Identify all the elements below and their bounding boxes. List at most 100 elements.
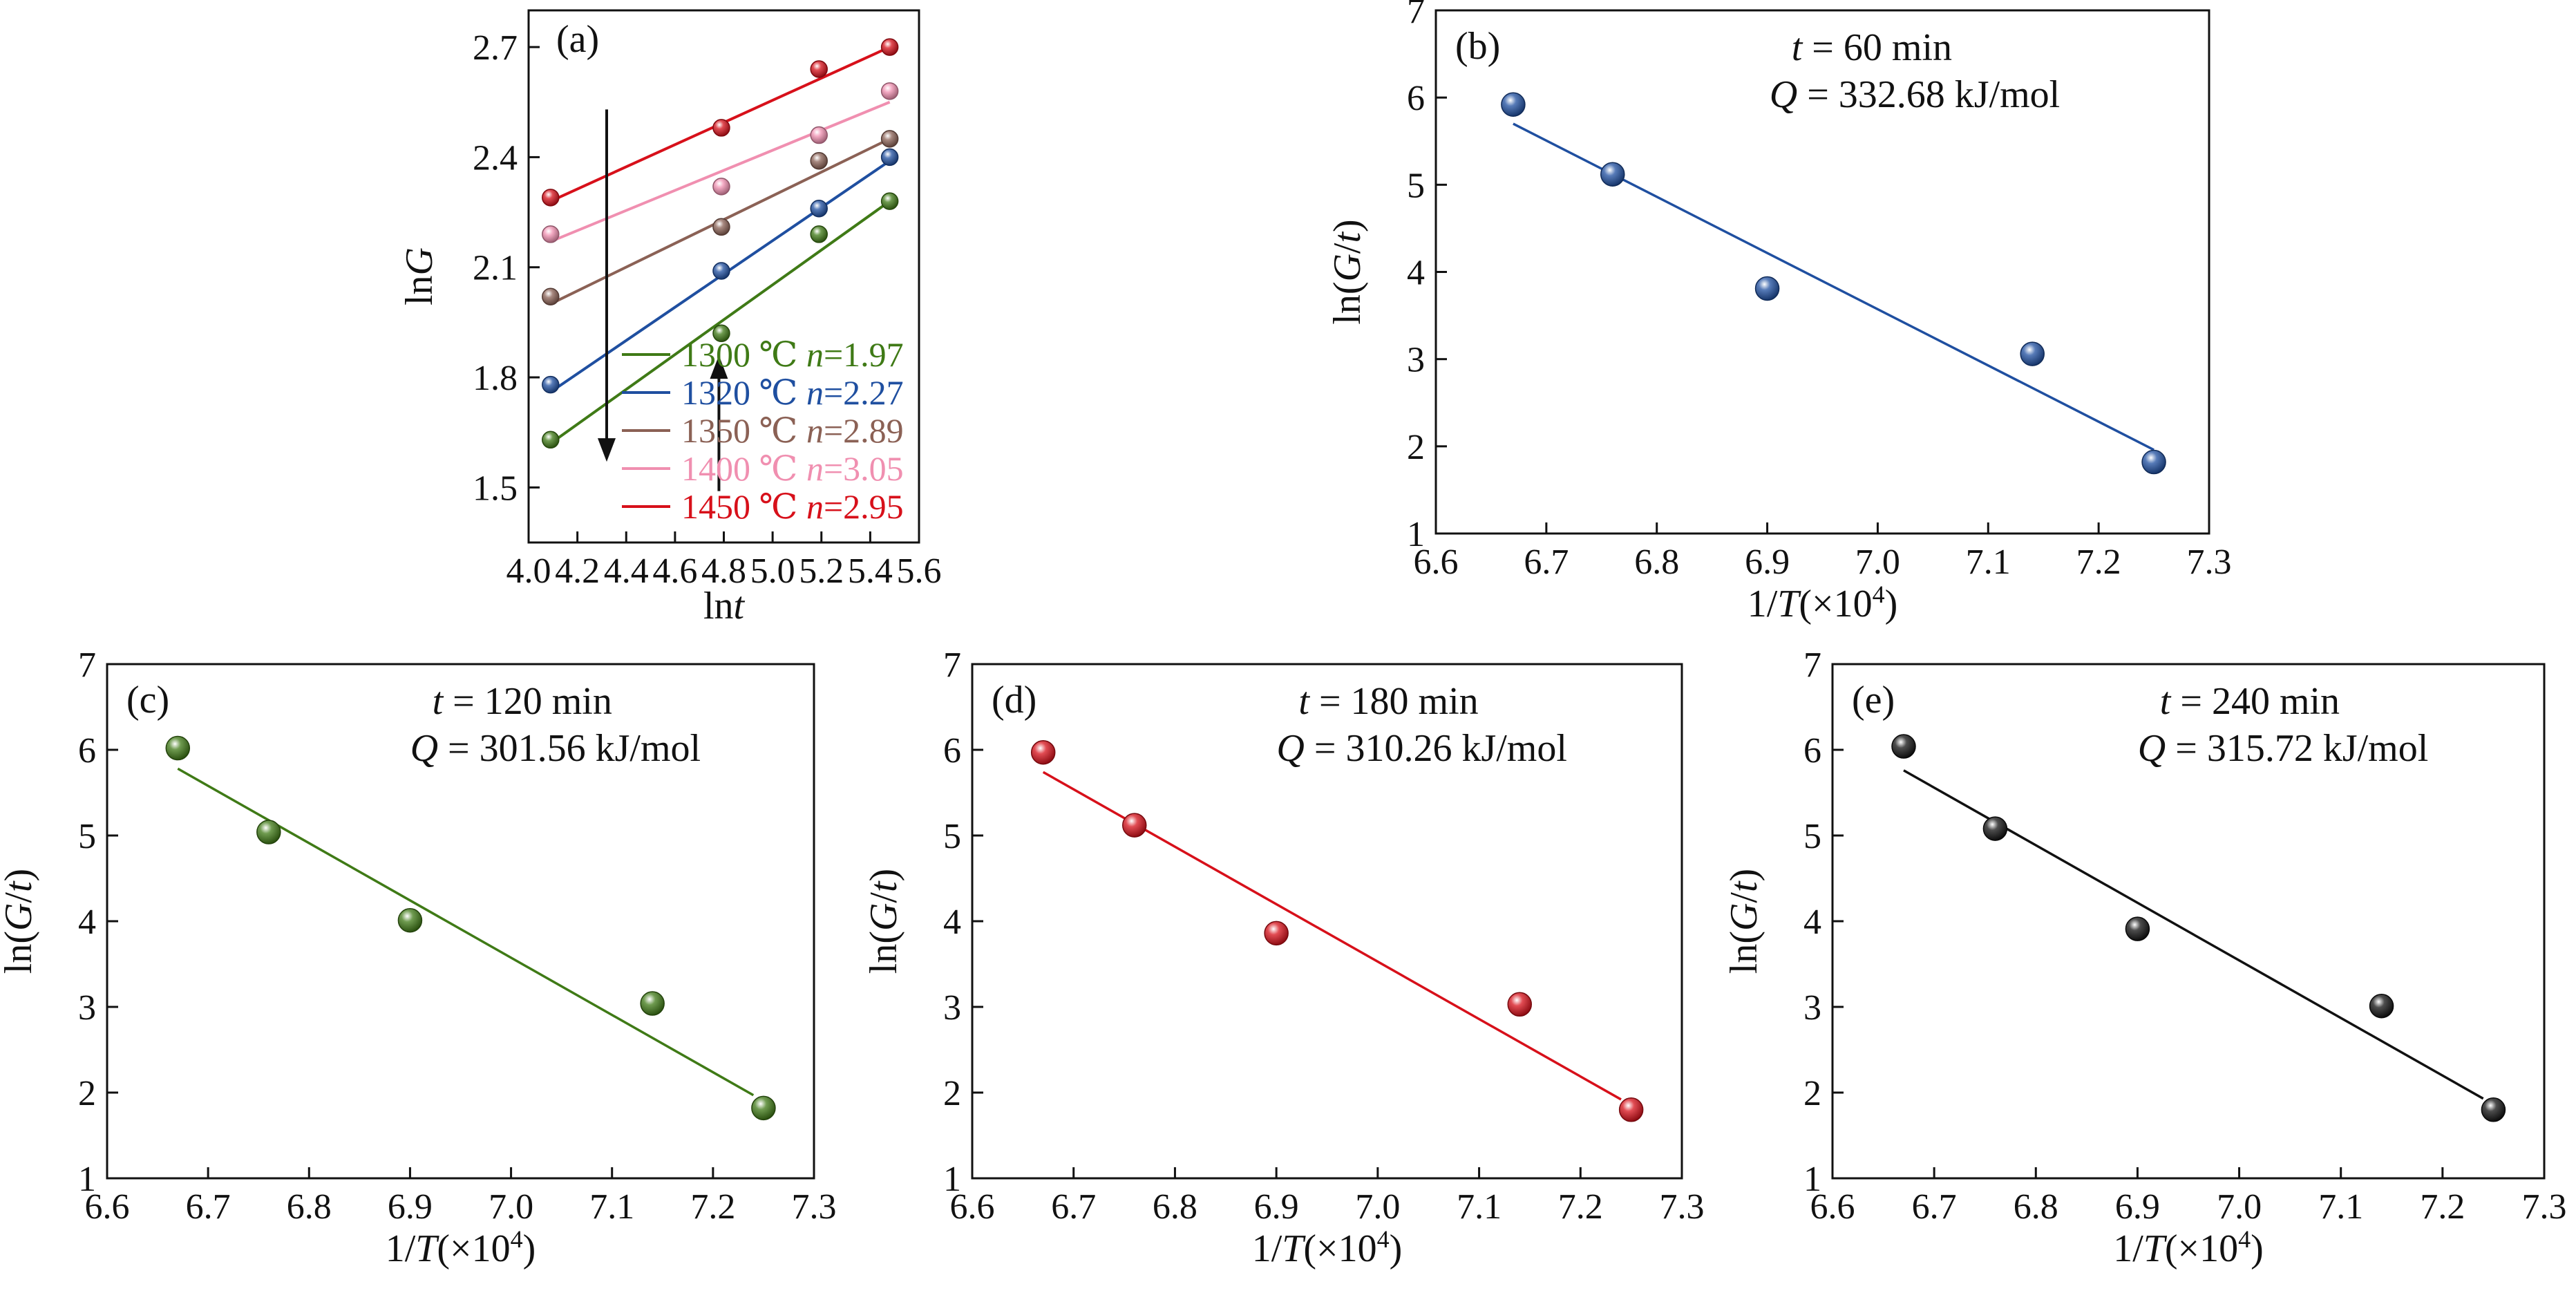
x-axis-title: lnt: [703, 585, 746, 627]
x-tick-label: 7.1: [589, 1187, 634, 1227]
data-point: [165, 735, 191, 761]
x-tick-label: 4.0: [506, 551, 551, 591]
x-tick-label: 7.3: [2187, 542, 2232, 582]
y-tick-label: 4: [943, 903, 961, 942]
data-point: [810, 60, 828, 78]
annotation-energy: Q = 301.56 kJ/mol: [410, 727, 701, 770]
data-point: [1982, 816, 2008, 841]
y-tick-label: 5: [1407, 166, 1425, 205]
y-tick-label: 5: [1803, 817, 1821, 856]
y-tick-label: 4: [78, 903, 96, 942]
x-tick-label: 6.7: [1051, 1187, 1096, 1227]
panel-label: (b): [1455, 25, 1500, 68]
y-tick-label: 5: [78, 817, 96, 856]
arrow-down-icon: [598, 438, 616, 462]
panel-a: 4.0 4.2 4.4 4.6 4.8 5.0 5.2 5.4 5.6 1.5 1.8 2.1 2.4 2…: [398, 9, 942, 627]
data-point: [1507, 992, 1533, 1017]
data-point: [2125, 916, 2150, 941]
legend-entry: 1320 ℃ n=2.27: [681, 373, 904, 412]
data-point: [1618, 1097, 1644, 1122]
y-tick-label: 2: [943, 1074, 961, 1113]
y-tick-label: 1: [1407, 515, 1425, 554]
panel-d: 6.6 6.7 6.8 6.9 7.0 7.1 7.2 7.3 1 2 3 4 5 6 7 (d) t = 18…: [862, 645, 1705, 1270]
y-tick-label: 2.7: [473, 28, 518, 68]
x-tick-label: 7.0: [1855, 542, 1900, 582]
data-point: [810, 200, 828, 218]
data-point: [712, 262, 730, 280]
x-tick-label: 7.3: [1660, 1187, 1705, 1227]
panel-e: 6.6 6.7 6.8 6.9 7.0 7.1 7.2 7.3 1 2 3 4 5 6 7 (e) t = 24…: [1723, 645, 2567, 1270]
y-tick-label: 5: [943, 817, 961, 856]
y-tick-label: 3: [1803, 988, 1821, 1028]
y-tick-label: 3: [1407, 341, 1425, 380]
x-tick-label: 6.9: [388, 1187, 433, 1227]
x-tick-label: 6.8: [1634, 542, 1679, 582]
data-point: [542, 375, 560, 394]
data-point: [810, 151, 828, 170]
x-tick-label: 6.8: [1153, 1187, 1197, 1227]
y-tick-label: 7: [943, 645, 961, 685]
data-point: [542, 431, 560, 449]
x-tick-label: 7.1: [1966, 542, 2011, 582]
x-tick-label: 4.8: [701, 551, 746, 591]
y-axis-title: ln(G/t): [862, 869, 905, 974]
annotation-time: t = 120 min: [433, 680, 612, 723]
data-point: [256, 820, 281, 844]
y-axis-title: ln(G/t): [0, 869, 40, 974]
data-point: [2369, 994, 2394, 1019]
x-tick-label: 7.1: [1457, 1187, 1502, 1227]
x-tick-label: 6.7: [1912, 1187, 1957, 1227]
x-tick-label: 6.7: [1524, 542, 1569, 582]
data-point: [1121, 813, 1147, 838]
panel-label: (c): [126, 679, 169, 721]
data-point: [2141, 449, 2166, 475]
x-tick-label: 4.6: [652, 551, 697, 591]
y-tick-label: 1: [1803, 1160, 1821, 1199]
data-point: [1501, 92, 1526, 117]
annotation-time: t = 240 min: [2160, 680, 2340, 723]
data-point: [751, 1095, 776, 1121]
annotation-energy: Q = 310.26 kJ/mol: [1276, 727, 1567, 770]
y-tick-label: 2: [1407, 428, 1425, 467]
x-axis-title: 1/T(×104): [1748, 581, 1898, 625]
data-point: [1264, 921, 1289, 946]
y-tick-label: 2: [78, 1074, 96, 1113]
panel-c: 6.6 6.7 6.8 6.9 7.0 7.1 7.2 7.3 1 2 3 4 5 6 7 (c) t = 12…: [0, 645, 837, 1270]
legend-entry: 1300 ℃ n=1.97: [681, 335, 904, 374]
y-tick-label: 6: [943, 731, 961, 771]
y-axis-title: ln(G/t): [1723, 869, 1765, 974]
panel-label: (d): [992, 679, 1036, 721]
y-tick-label: 2: [1803, 1074, 1821, 1113]
x-tick-label: 6.7: [186, 1187, 231, 1227]
x-tick-label: 7.2: [690, 1187, 735, 1227]
x-tick-label: 7.0: [1355, 1187, 1400, 1227]
y-tick-label: 6: [1803, 731, 1821, 771]
y-axis-title: ln(G/t): [1326, 219, 1369, 324]
y-tick-label: 3: [78, 988, 96, 1028]
x-tick-label: 4.4: [604, 551, 649, 591]
x-tick-label: 6.9: [2115, 1187, 2160, 1227]
x-tick-label: 7.2: [2076, 542, 2121, 582]
annotation-time: t = 60 min: [1792, 26, 1952, 69]
data-point: [2481, 1097, 2506, 1122]
x-tick-label: 7.0: [2217, 1187, 2262, 1227]
legend-entry: 1400 ℃ n=3.05: [681, 449, 904, 488]
data-point: [880, 130, 899, 148]
data-point: [640, 991, 665, 1016]
x-tick-label: 5.4: [848, 551, 893, 591]
y-tick-label: 2.4: [473, 138, 518, 178]
data-point: [810, 225, 828, 243]
x-tick-label: 6.6: [1810, 1187, 1855, 1227]
y-tick-label: 4: [1803, 903, 1821, 942]
y-tick-label: 1: [943, 1160, 961, 1199]
data-point: [542, 225, 560, 243]
y-tick-label: 6: [78, 731, 96, 771]
y-tick-label: 7: [1407, 0, 1425, 31]
annotation-energy: Q = 332.68 kJ/mol: [1770, 73, 2061, 116]
y-tick-label: 1.8: [473, 359, 518, 398]
legend-entry: 1450 ℃ n=2.95: [681, 487, 904, 526]
data-point: [880, 38, 899, 56]
x-tick-label: 6.9: [1254, 1187, 1299, 1227]
